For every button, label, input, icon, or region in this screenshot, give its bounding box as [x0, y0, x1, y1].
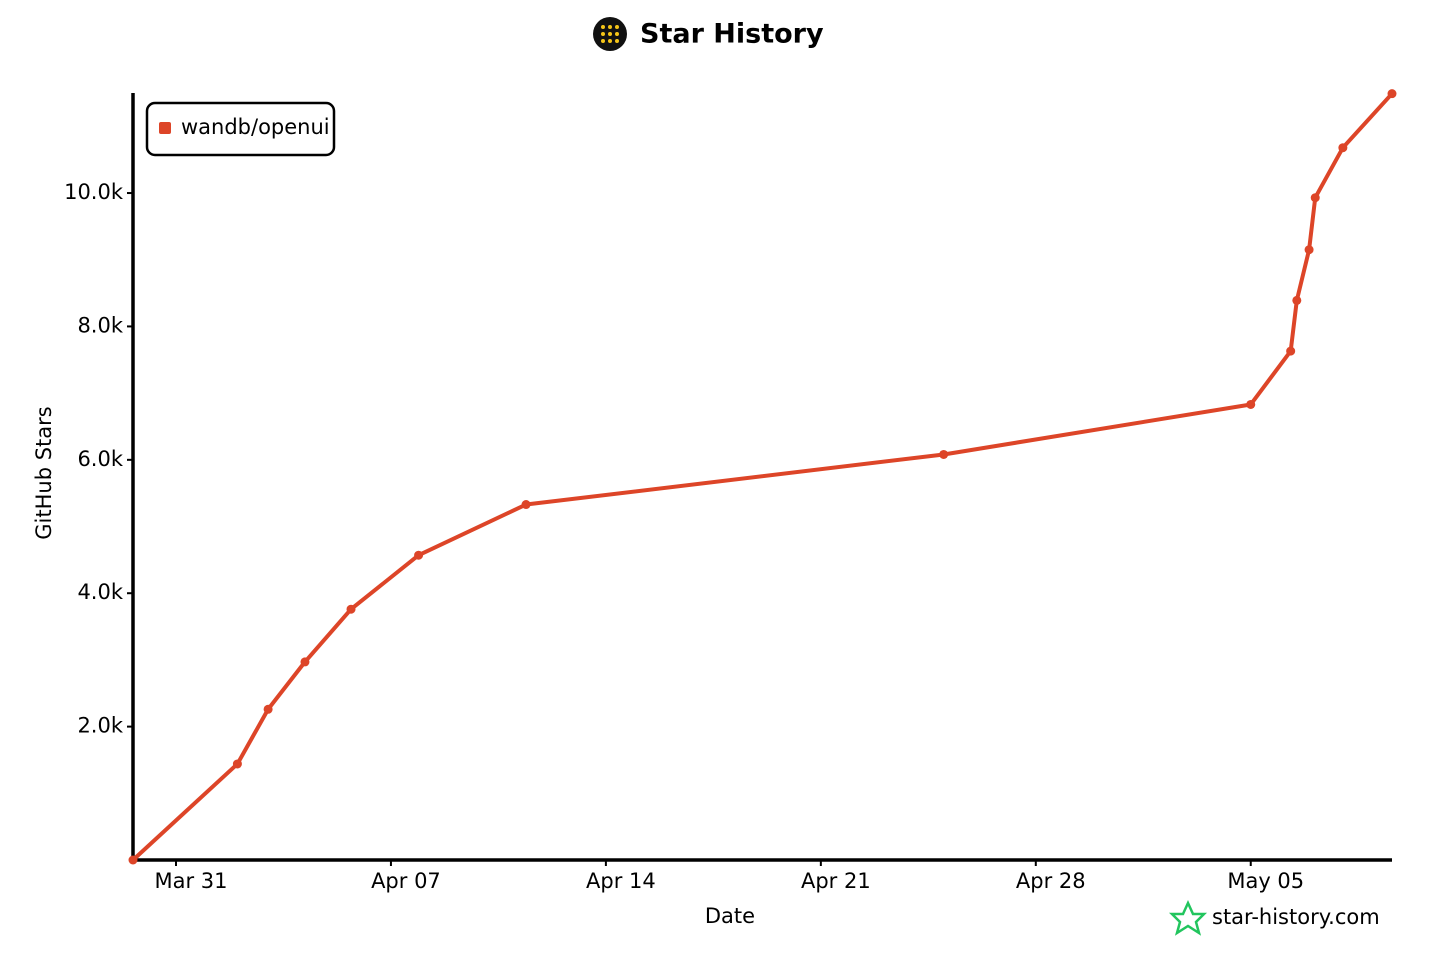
data-point	[300, 657, 310, 667]
chart-title: Star History	[640, 19, 824, 50]
x-axis-label: Date	[705, 904, 755, 928]
data-point	[521, 500, 531, 510]
y-tick-label: 4.0k	[77, 580, 123, 604]
data-point	[1292, 295, 1302, 305]
data-point	[346, 604, 356, 614]
x-tick-label: Apr 28	[1016, 869, 1086, 893]
x-tick-label: Mar 31	[154, 869, 227, 893]
x-tick-label: May 05	[1227, 869, 1304, 893]
data-point	[128, 855, 138, 865]
data-point	[1338, 143, 1348, 153]
x-tick-label: Apr 07	[371, 869, 441, 893]
data-point	[414, 550, 424, 560]
data-point	[1286, 346, 1296, 356]
data-point	[1387, 89, 1397, 99]
y-tick-label: 10.0k	[64, 180, 124, 204]
data-point	[939, 449, 949, 459]
data-point	[263, 704, 273, 714]
y-tick-label: 2.0k	[77, 714, 123, 738]
y-tick-label: 8.0k	[77, 313, 123, 337]
logo	[593, 17, 627, 51]
watermark-icon	[1168, 899, 1208, 936]
legend-box	[145, 101, 336, 157]
data-point	[232, 759, 242, 769]
legend-swatch	[159, 122, 171, 134]
data-point	[1304, 245, 1314, 255]
x-tick-label: Apr 14	[586, 869, 656, 893]
data-point	[1310, 193, 1320, 203]
watermark: star-history.com	[1212, 905, 1380, 929]
legend-label: wandb/openui	[181, 115, 330, 139]
y-axis-label: GitHub Stars	[32, 406, 56, 539]
data-point	[1246, 399, 1256, 409]
y-tick-label: 6.0k	[77, 447, 123, 471]
series-line	[131, 91, 1394, 862]
x-tick-label: Apr 21	[801, 869, 871, 893]
